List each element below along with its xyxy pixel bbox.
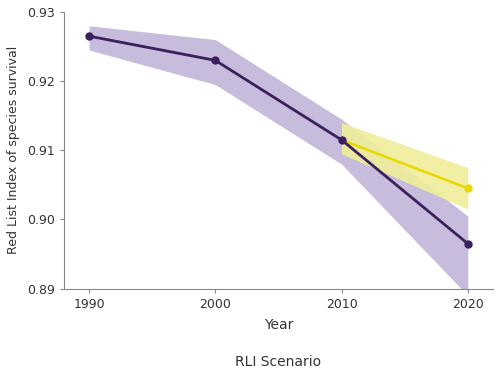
Point <box>85 33 93 39</box>
Y-axis label: Red List Index of species survival: Red List Index of species survival <box>7 46 20 255</box>
Legend: National RLI, RLI with no 2019-20 fires: National RLI, RLI with no 2019-20 fires <box>128 350 428 370</box>
Point <box>464 185 472 191</box>
Point <box>212 57 220 63</box>
Point <box>464 240 472 246</box>
Point <box>338 137 345 143</box>
X-axis label: Year: Year <box>264 317 293 332</box>
